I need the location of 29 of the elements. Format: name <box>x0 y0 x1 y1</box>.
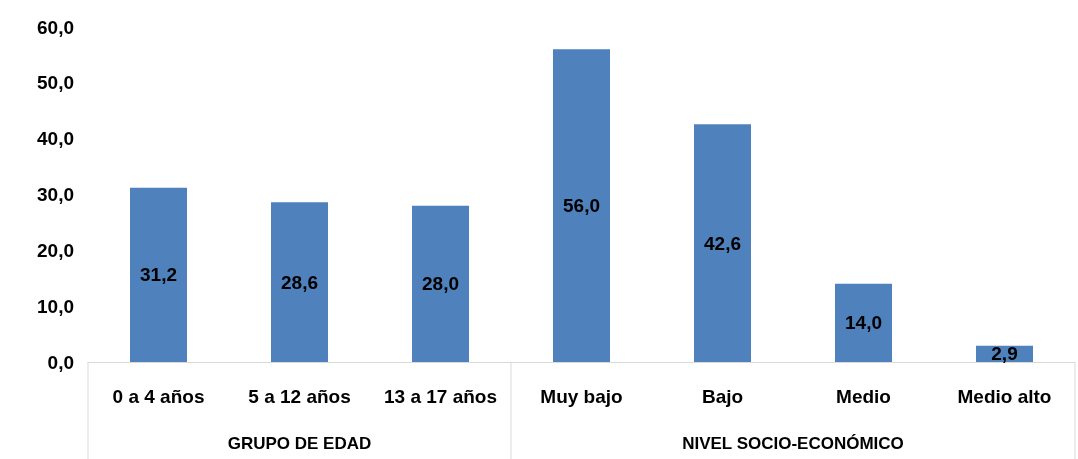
y-tick-label: 30,0 <box>37 184 74 205</box>
text: NIVEL SOCIO-ECONÓMICO <box>682 433 904 453</box>
bar <box>694 124 751 362</box>
x-tick-label: 13 a 17 años <box>383 386 498 407</box>
y-tick-label: 0,0 <box>47 351 74 373</box>
bar <box>412 205 469 362</box>
bar <box>271 202 328 362</box>
bar <box>835 283 892 362</box>
bar <box>553 49 610 362</box>
data-label: 2,9 <box>991 343 1018 365</box>
y-tick-label: 20,0 <box>37 239 74 261</box>
y-tick-label: 40,0 <box>37 128 74 150</box>
y-tick-label: 50,0 <box>37 72 74 94</box>
x-tick-label: 5 a 12 años <box>248 386 351 407</box>
data-label: 28,0 <box>422 273 459 295</box>
y-tick-label: 60,0 <box>37 16 74 38</box>
x-tick-label: 0 a 4 años <box>112 386 205 407</box>
data-label: 31,2 <box>140 264 177 286</box>
x-tick-label: Medio alto <box>957 386 1052 407</box>
data-label: 42,6 <box>704 232 741 254</box>
bar <box>130 187 187 362</box>
data-label: 14,0 <box>845 312 882 334</box>
data-label: 28,6 <box>281 271 318 293</box>
data-label: 56,0 <box>563 195 600 217</box>
x-tick-label: Muy bajo <box>540 386 623 407</box>
x-tick-label: Bajo <box>701 386 744 407</box>
text: GRUPO DE EDAD <box>227 433 372 453</box>
x-tick-label: Medio <box>836 386 891 407</box>
y-tick-label: 10,0 <box>37 295 74 317</box>
